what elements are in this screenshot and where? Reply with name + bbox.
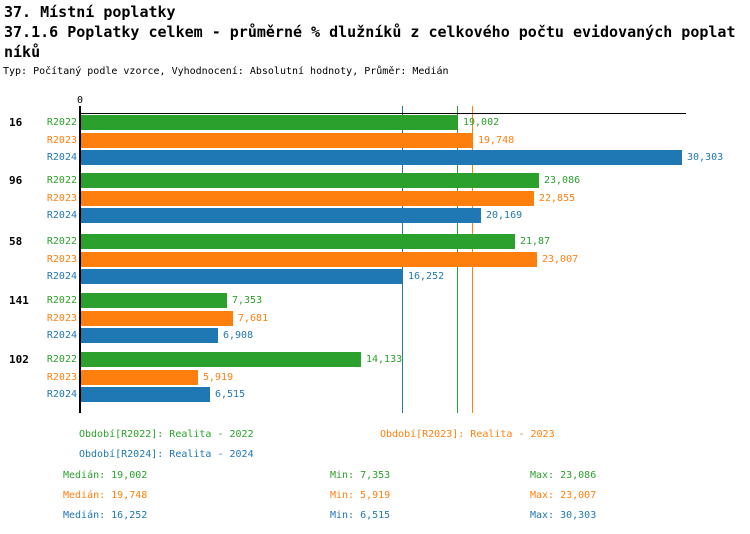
series-label-r2023: R2023	[46, 254, 77, 265]
series-label-r2024: R2024	[46, 271, 77, 282]
series-label-r2024: R2024	[46, 152, 77, 163]
stat-median-r2023: Medián: 19,748	[63, 490, 148, 501]
bar-value-label: 22,855	[539, 193, 576, 204]
legend-item-r2022: Období[R2022]: Realita - 2022	[79, 429, 254, 440]
bar-value-label: 16,252	[408, 271, 445, 282]
bar-value-label: 7,681	[238, 313, 269, 324]
category-label: 16	[9, 116, 23, 129]
category-label: 58	[9, 235, 23, 248]
bar-value-label: 6,908	[223, 330, 254, 341]
bar-value-label: 30,303	[687, 152, 724, 163]
report-title: 37. Místní poplatky	[4, 3, 176, 21]
series-label-r2024: R2024	[46, 330, 77, 341]
bar-value-label: 20,169	[486, 210, 523, 221]
bar-value-label: 23,007	[542, 254, 579, 265]
bar-r2023-cat-141	[81, 311, 233, 326]
bar-r2024-cat-141	[81, 328, 218, 343]
axis-origin-tick-label: 0	[76, 95, 84, 106]
bar-value-label: 23,086	[544, 175, 581, 186]
y-axis-line	[79, 106, 81, 413]
bar-value-label: 7,353	[232, 295, 263, 306]
series-label-r2022: R2022	[46, 175, 77, 186]
x-axis-top-line	[79, 113, 686, 114]
bar-r2022-cat-96	[81, 173, 539, 188]
series-label-r2022: R2022	[46, 295, 77, 306]
bar-r2022-cat-141	[81, 293, 227, 308]
series-label-r2022: R2022	[46, 354, 77, 365]
indicator-title: 37.1.6 Poplatky celkem - průměrné % dluž…	[4, 23, 736, 61]
category-label: 102	[9, 353, 29, 366]
series-label-r2024: R2024	[46, 389, 77, 400]
bar-r2024-cat-58	[81, 269, 403, 284]
bar-r2024-cat-16	[81, 150, 682, 165]
bar-value-label: 21,87	[520, 236, 551, 247]
bar-value-label: 6,515	[215, 389, 246, 400]
stat-min-r2024: Min: 6,515	[330, 510, 391, 521]
series-label-r2024: R2024	[46, 210, 77, 221]
stat-median-r2024: Medián: 16,252	[63, 510, 148, 521]
series-label-r2022: R2022	[46, 236, 77, 247]
legend-item-r2023: Období[R2023]: Realita - 2023	[380, 429, 555, 440]
series-label-r2023: R2023	[46, 135, 77, 146]
series-label-r2022: R2022	[46, 117, 77, 128]
category-label: 141	[9, 294, 29, 307]
bar-value-label: 14,133	[366, 354, 403, 365]
series-label-r2023: R2023	[46, 193, 77, 204]
category-label: 96	[9, 174, 23, 187]
bar-value-label: 5,919	[203, 372, 234, 383]
stat-min-r2023: Min: 5,919	[330, 490, 391, 501]
bar-r2023-cat-102	[81, 370, 198, 385]
bar-value-label: 19,748	[478, 135, 515, 146]
legend-item-r2024: Období[R2024]: Realita - 2024	[79, 449, 254, 460]
stat-max-r2024: Max: 30,303	[530, 510, 597, 521]
series-label-r2023: R2023	[46, 372, 77, 383]
bar-r2023-cat-96	[81, 191, 534, 206]
stat-max-r2022: Max: 23,086	[530, 470, 597, 481]
bar-r2023-cat-58	[81, 252, 537, 267]
series-label-r2023: R2023	[46, 313, 77, 324]
stat-max-r2023: Max: 23,007	[530, 490, 597, 501]
bar-r2023-cat-16	[81, 133, 473, 148]
stat-median-r2022: Medián: 19,002	[63, 470, 148, 481]
stat-min-r2022: Min: 7,353	[330, 470, 391, 481]
bar-r2024-cat-96	[81, 208, 481, 223]
bar-r2022-cat-58	[81, 234, 515, 249]
bar-r2022-cat-102	[81, 352, 361, 367]
bar-value-label: 19,002	[463, 117, 500, 128]
bar-r2024-cat-102	[81, 387, 210, 402]
indicator-meta: Typ: Počítaný podle vzorce, Vyhodnocení:…	[3, 66, 449, 77]
bar-r2022-cat-16	[81, 115, 458, 130]
